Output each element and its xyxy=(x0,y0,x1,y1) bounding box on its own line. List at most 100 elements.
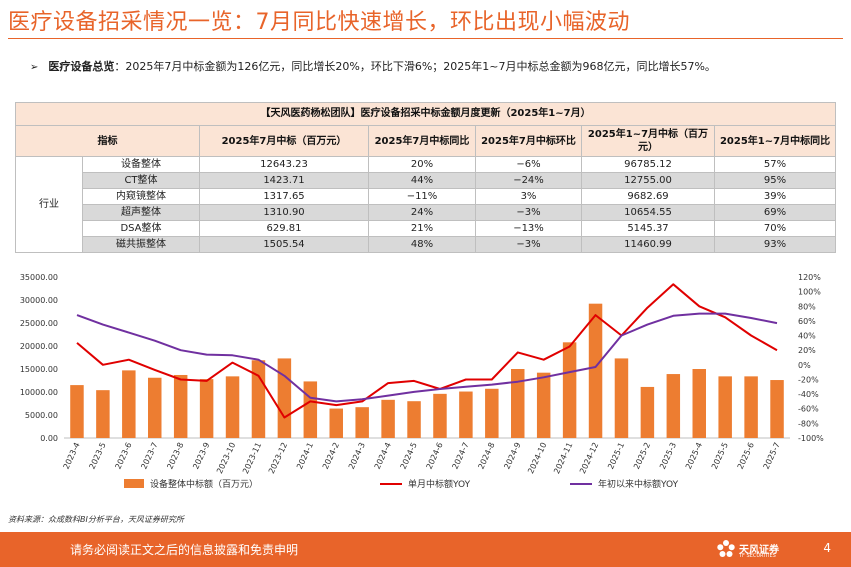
table-row: 行业 设备整体 12643.23 20% −6% 96785.12 57% xyxy=(15,156,837,253)
row-name: 磁共振整体 xyxy=(82,236,200,253)
table-caption: 【天风医药杨松团队】医疗设备招采中标金额月度更新（2025年1~7月） xyxy=(14,102,837,126)
cell-ytd-yoy: 70% xyxy=(713,220,837,237)
left-axis-tick-label: 35000.00 xyxy=(20,273,58,282)
legend-monthly-yoy-label: 单月中标额YOY xyxy=(408,478,471,490)
right-axis-tick-label: -100% xyxy=(798,434,824,443)
bar-equipment-amount xyxy=(692,369,706,438)
right-axis-tick-label: -40% xyxy=(798,390,819,399)
cell-ytd-amount: 96785.12 xyxy=(581,156,715,173)
logo-text: 天风证券 xyxy=(739,545,779,556)
footer-bar: 请务必阅读正文之后的信息披露和免责申明 天风证券 TF SECURITIES 4 xyxy=(0,532,851,567)
cell-ytd-amount: 11460.99 xyxy=(581,236,715,253)
page-title: 医疗设备招采情况一览：7月同比快速增长，环比出现小幅波动 xyxy=(8,10,630,35)
x-axis-tick-label: 2023-4 xyxy=(62,441,82,470)
cell-ytd-yoy: 69% xyxy=(713,204,837,221)
left-axis-tick-label: 0.00 xyxy=(40,434,58,443)
right-axis-tick-label: -60% xyxy=(798,405,819,414)
cell-ytd-amount: 9682.69 xyxy=(581,188,715,205)
x-axis-tick-label: 2023-9 xyxy=(191,441,211,470)
bar-equipment-amount xyxy=(666,374,681,438)
row-name: DSA整体 xyxy=(82,220,200,237)
procurement-table: 【天风医药杨松团队】医疗设备招采中标金额月度更新（2025年1~7月） 指标 2… xyxy=(14,102,837,253)
x-axis-tick-label: 2023-12 xyxy=(267,441,289,475)
cell-jul-mom: −3% xyxy=(475,236,582,253)
bar-equipment-amount xyxy=(199,379,214,438)
line-ytd-yoy xyxy=(76,312,778,403)
bar-equipment-amount xyxy=(407,401,421,438)
col-header-jul-mom: 2025年7月中标环比 xyxy=(475,125,582,157)
left-axis-tick-label: 15000.00 xyxy=(20,365,58,374)
bar-equipment-amount xyxy=(70,385,84,438)
page-number: 4 xyxy=(823,541,831,555)
cell-jul-yoy: 24% xyxy=(368,204,476,221)
bar-equipment-amount xyxy=(381,399,395,438)
right-axis-tick-label: -80% xyxy=(798,419,819,428)
cell-ytd-yoy: 93% xyxy=(713,236,837,253)
procurement-combo-chart: 0.00 5000.00 10000.00 15000.00 20000.00 25000… xyxy=(20,273,824,490)
x-axis-tick-label: 2024-8 xyxy=(476,441,496,470)
cell-ytd-yoy: 57% xyxy=(713,156,837,173)
row-name: 内窥镜整体 xyxy=(82,188,200,205)
bar-equipment-amount xyxy=(225,376,240,438)
bar-equipment-amount xyxy=(562,342,577,438)
x-axis-tick-label: 2025-6 xyxy=(736,441,756,470)
cell-ytd-amount: 10654.55 xyxy=(581,204,715,221)
cell-jul-yoy: 44% xyxy=(368,172,476,189)
x-axis-tick-label: 2023-11 xyxy=(241,441,263,475)
bar-equipment-amount xyxy=(640,386,655,438)
line-monthly-yoy xyxy=(76,283,778,419)
row-name: CT整体 xyxy=(82,172,200,189)
right-axis-tick-label: 20% xyxy=(798,346,816,355)
row-name: 超声整体 xyxy=(82,204,200,221)
table-row: DSA整体 629.81 21% −13% 5145.37 70% xyxy=(16,220,837,237)
x-axis-tick-label: 2023-6 xyxy=(113,441,133,470)
x-axis-tick-label: 2024-5 xyxy=(399,441,419,470)
bar-equipment-amount xyxy=(718,376,732,438)
bar-equipment-amount xyxy=(96,390,110,438)
legend-ytd-yoy-label: 年初以来中标额YOY xyxy=(598,478,679,490)
cell-jul-yoy: 48% xyxy=(368,236,476,253)
x-axis-tick-label: 2023-8 xyxy=(165,441,185,470)
x-axis-tick-label: 2023-5 xyxy=(88,441,108,470)
table-row: 磁共振整体 1505.54 48% −3% 11460.99 93% xyxy=(16,236,837,253)
left-axis-tick-label: 25000.00 xyxy=(20,319,58,328)
x-axis-tick-label: 2025-3 xyxy=(658,441,678,470)
x-axis-tick-label: 2025-2 xyxy=(632,441,652,470)
x-axis-tick-label: 2024-10 xyxy=(526,441,548,475)
cell-jul-mom: −13% xyxy=(475,220,582,237)
right-axis-tick-label: -20% xyxy=(798,375,819,384)
bar-equipment-amount xyxy=(433,393,447,438)
source-note: 资料来源：众成数科BI分析平台，天风证券研究所 xyxy=(8,515,184,524)
bar-equipment-amount xyxy=(251,360,266,438)
col-header-jul-yoy: 2025年7月中标同比 xyxy=(368,125,476,157)
x-axis-tick-label: 2025-4 xyxy=(684,441,704,470)
col-header-jul-amount: 2025年7月中标（百万元） xyxy=(199,125,369,157)
cell-jul-amount: 12643.23 xyxy=(199,156,369,173)
cell-jul-yoy: −11% xyxy=(368,188,476,205)
bar-equipment-amount xyxy=(148,377,162,438)
title-divider xyxy=(8,38,843,39)
left-axis-tick-label: 30000.00 xyxy=(20,296,58,305)
cell-ytd-amount: 12755.00 xyxy=(581,172,715,189)
right-axis-tick-label: 40% xyxy=(798,332,816,341)
x-axis-tick-label: 2025-1 xyxy=(606,441,626,470)
x-axis-tick-label: 2023-7 xyxy=(139,441,159,470)
cell-jul-amount: 1310.90 xyxy=(199,204,369,221)
right-axis-tick-label: 100% xyxy=(798,288,821,297)
col-header-indicator: 指标 xyxy=(15,125,200,157)
summary-bullet: ➢ 医疗设备总览：2025年7月中标金额为126亿元，同比增长20%，环比下滑6%… xyxy=(30,58,716,74)
cell-jul-amount: 1317.65 xyxy=(199,188,369,205)
x-axis-tick-label: 2024-2 xyxy=(321,441,341,470)
cell-jul-mom: 3% xyxy=(475,188,582,205)
col-header-ytd-yoy: 2025年1~7月中标同比 xyxy=(713,125,837,157)
bar-equipment-amount xyxy=(173,374,188,438)
cell-jul-yoy: 20% xyxy=(368,156,476,173)
logo-subtext: TF SECURITIES xyxy=(739,553,776,559)
bar-equipment-amount xyxy=(355,407,369,438)
cell-jul-amount: 1505.54 xyxy=(199,236,369,253)
bar-equipment-amount xyxy=(459,391,473,438)
summary-text: ：2025年7月中标金额为126亿元，同比增长20%，环比下滑6%；2025年1… xyxy=(114,60,716,73)
disclaimer-text: 请务必阅读正文之后的信息披露和免责申明 xyxy=(70,543,299,557)
x-axis-tick-label: 2024-7 xyxy=(451,441,471,470)
col-header-ytd-amount: 2025年1~7月中标（百万元） xyxy=(581,125,715,157)
